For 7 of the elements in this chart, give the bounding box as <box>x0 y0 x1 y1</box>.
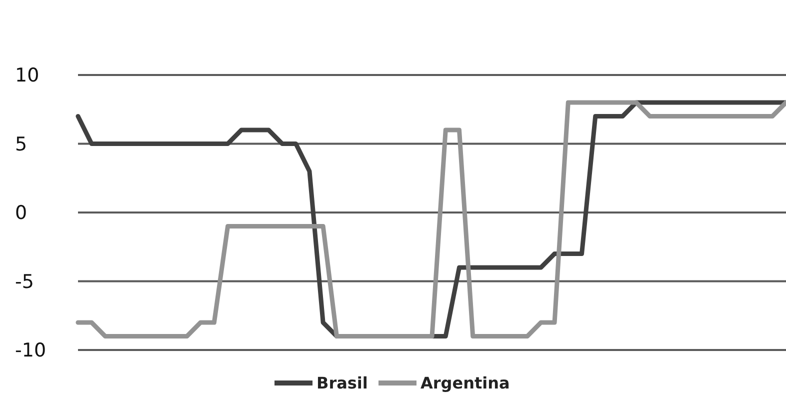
y-tick-label: 5 <box>15 133 28 156</box>
y-tick-label: -5 <box>15 270 34 293</box>
y-tick-label: 0 <box>15 202 28 224</box>
legend-label: Argentina <box>420 374 510 393</box>
y-tick-label: 10 <box>15 64 40 87</box>
y-tick-label: -10 <box>15 340 46 362</box>
legend-label: Brasil <box>316 374 368 393</box>
